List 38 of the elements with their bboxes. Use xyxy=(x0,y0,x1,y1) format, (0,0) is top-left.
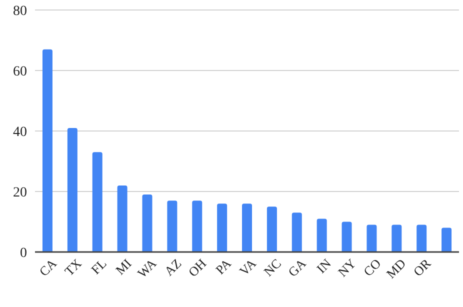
y-tick-label: 60 xyxy=(13,64,27,80)
bar xyxy=(342,222,352,252)
bar xyxy=(366,224,377,252)
x-tick-label: CA xyxy=(36,255,60,280)
bar xyxy=(117,185,128,252)
x-tick-label: MI xyxy=(112,256,134,278)
x-tick-label: IN xyxy=(314,255,334,276)
x-tick-label: TX xyxy=(62,255,85,279)
bar xyxy=(316,218,327,252)
bar xyxy=(416,224,427,252)
x-tick-label: NY xyxy=(334,255,360,280)
bar xyxy=(266,206,277,252)
y-tick-label: 0 xyxy=(20,246,27,261)
bar xyxy=(92,152,102,252)
bar xyxy=(392,224,402,252)
bar xyxy=(167,200,178,252)
x-tick-label: PA xyxy=(212,255,235,278)
y-tick-label: 20 xyxy=(13,185,27,200)
x-tick-label: OH xyxy=(185,256,210,280)
x-tick-label: WA xyxy=(134,255,160,281)
y-tick-label: 80 xyxy=(13,4,27,19)
bar xyxy=(242,204,252,252)
bar xyxy=(292,212,302,252)
x-tick-label: AZ xyxy=(161,256,184,279)
x-tick-label: FL xyxy=(88,256,110,278)
x-tick-label: NC xyxy=(260,256,284,280)
bar xyxy=(142,194,152,252)
bar xyxy=(442,228,452,252)
x-tick-label: MD xyxy=(383,256,409,282)
bar xyxy=(192,200,202,252)
bar xyxy=(67,128,78,252)
x-tick-label: OR xyxy=(410,256,434,280)
x-tick-label: VA xyxy=(236,255,260,278)
y-tick-label: 40 xyxy=(13,124,27,140)
x-tick-label: CO xyxy=(360,256,384,280)
bar xyxy=(42,49,52,252)
x-tick-label: GA xyxy=(285,255,310,280)
bar xyxy=(217,204,228,252)
